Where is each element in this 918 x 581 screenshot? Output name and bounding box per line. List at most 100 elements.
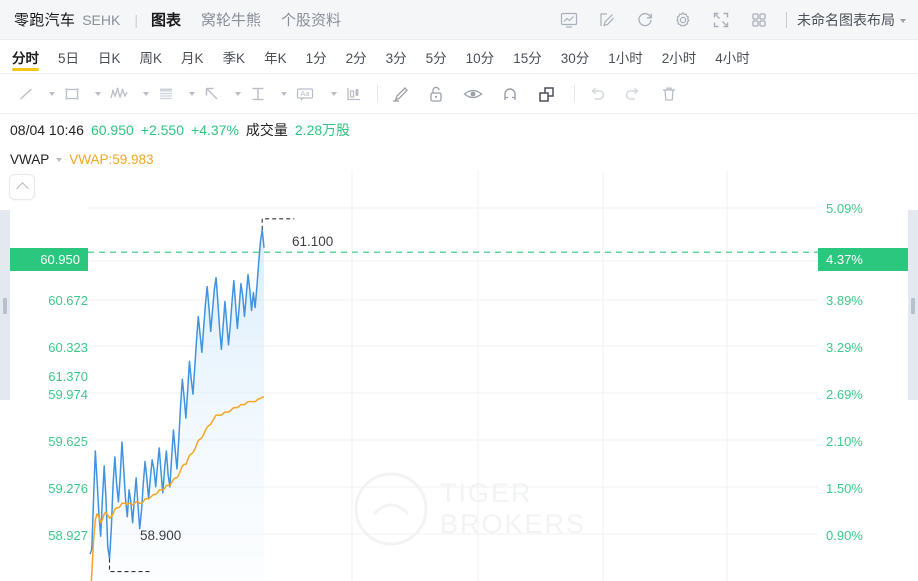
refresh-icon[interactable]	[630, 5, 660, 35]
period-tab-2hour[interactable]: 2小时	[661, 50, 697, 66]
header-tab-chart[interactable]: 图表	[150, 12, 181, 29]
period-tab-weekk[interactable]: 周K	[139, 50, 163, 66]
elliott-wave-tool[interactable]	[108, 84, 130, 104]
chevron-down-icon	[900, 18, 906, 23]
magnet-tool[interactable]	[500, 84, 520, 104]
chart-area: TIGER BROKERS	[0, 170, 918, 581]
period-tab-fenshi[interactable]: 分时	[12, 40, 39, 74]
trend-line-caret-icon[interactable]	[49, 91, 55, 96]
pct-tick-3: 3.29%	[826, 340, 863, 355]
toolbar-divider-2	[574, 85, 575, 102]
pct-tick-6: 1.50%	[826, 481, 863, 496]
price-tick-5: 59.625	[48, 434, 88, 449]
lock-tool[interactable]	[426, 84, 446, 104]
drawing-toolbar: Aa	[0, 74, 918, 114]
price-line	[89, 229, 265, 560]
measure-caret-icon[interactable]	[281, 91, 287, 96]
price-last-badge: 60.950	[4, 248, 88, 271]
grid-layout-icon[interactable]	[744, 5, 774, 35]
left-panel-resize-grip[interactable]	[0, 210, 10, 400]
plot-canvas[interactable]	[88, 170, 818, 581]
quote-last-price: 60.950	[90, 122, 134, 138]
toolbar-divider-1	[377, 85, 378, 102]
rectangle-caret-icon[interactable]	[95, 91, 101, 96]
price-tick-3: 60.323	[48, 340, 88, 355]
undo-tool[interactable]	[587, 84, 607, 104]
arrow-cursor-tool[interactable]	[202, 84, 222, 104]
pct-tick-5: 2.10%	[826, 434, 863, 449]
quote-volume: 2.28万股	[294, 122, 351, 138]
app-header: 零跑汽车 SEHK | 图表 窝轮牛熊 个股资料	[0, 0, 918, 40]
symbol-market: SEHK	[82, 11, 121, 28]
period-tab-1min[interactable]: 1分	[305, 50, 327, 66]
period-tabs: 分时 5日 日K 周K 月K 季K 年K 1分 2分 3分 5分 10分 15分…	[0, 40, 918, 74]
period-tab-5min[interactable]: 5分	[425, 50, 447, 66]
visibility-eye-tool[interactable]	[462, 84, 484, 104]
trend-line-tool[interactable]	[16, 84, 36, 104]
period-tab-4hour[interactable]: 4小时	[715, 50, 750, 66]
price-area-fill	[90, 229, 264, 581]
chart-monitor-icon[interactable]	[554, 5, 584, 35]
header-divider: |	[134, 11, 138, 28]
period-tab-dayk[interactable]: 日K	[98, 50, 121, 66]
indicator-value: VWAP:59.983	[69, 152, 154, 167]
left-grip-handle	[3, 298, 7, 314]
indicator-name[interactable]: VWAP	[10, 152, 50, 167]
quote-change: +2.550	[140, 122, 185, 138]
header-right: 未命名图表布局	[554, 5, 918, 35]
period-tab-monthk[interactable]: 月K	[181, 50, 204, 66]
high-leader-line	[261, 218, 295, 230]
gear-icon[interactable]	[668, 5, 698, 35]
scroll-up-button[interactable]	[9, 174, 35, 200]
quote-datetime: 08/04 10:46	[10, 122, 84, 138]
objects-layers-tool[interactable]	[536, 84, 558, 104]
vwap-line	[90, 395, 265, 581]
pct-tick-2: 3.89%	[826, 293, 863, 308]
edit-pencil-icon[interactable]	[592, 5, 622, 35]
low-marker-label: 58.900	[140, 528, 182, 543]
annotation-list-caret-icon[interactable]	[189, 91, 195, 96]
fullscreen-icon[interactable]	[706, 5, 736, 35]
layout-name-dropdown[interactable]: 未命名图表布局	[797, 10, 906, 30]
period-tab-5day[interactable]: 5日	[58, 50, 80, 66]
arrow-cursor-caret-icon[interactable]	[235, 91, 241, 96]
pct-tick-7: 0.90%	[826, 528, 863, 543]
period-tab-1hour[interactable]: 1小时	[608, 50, 643, 66]
candle-pattern-tool[interactable]	[344, 84, 364, 104]
price-tick-0: 61.370	[48, 369, 88, 384]
quote-bar: 08/04 10:46 60.950 +2.550 +4.37% 成交量 2.2…	[10, 120, 350, 140]
text-tool[interactable]: Aa	[294, 84, 318, 104]
right-grip-handle	[911, 298, 915, 314]
header-right-divider	[786, 11, 787, 28]
redo-tool[interactable]	[623, 84, 643, 104]
high-marker-label: 61.100	[292, 234, 334, 249]
period-tab-2min[interactable]: 2分	[345, 50, 367, 66]
quote-change-pct: +4.37%	[191, 122, 239, 138]
rectangle-tool[interactable]	[62, 84, 82, 104]
indicator-chevron-down-icon[interactable]	[56, 157, 63, 162]
header-tab-stock-info[interactable]: 个股资料	[281, 12, 342, 29]
period-tab-quarterk[interactable]: 季K	[222, 50, 246, 66]
period-tab-30min[interactable]: 30分	[560, 50, 590, 66]
annotation-list-tool[interactable]	[156, 84, 176, 104]
period-tab-15min[interactable]: 15分	[513, 50, 542, 66]
period-tab-3min[interactable]: 3分	[385, 50, 407, 66]
text-caret-icon[interactable]	[331, 91, 337, 96]
right-panel-resize-grip[interactable]	[908, 210, 918, 400]
indicator-bar: VWAP VWAP:59.983	[10, 152, 154, 167]
pct-last-badge: 4.37%	[818, 248, 914, 271]
price-tick-7: 58.927	[48, 528, 88, 543]
draw-pencil-tool[interactable]	[390, 84, 410, 104]
header-left: 零跑汽车 SEHK | 图表 窝轮牛熊 个股资料	[0, 9, 361, 30]
trash-tool[interactable]	[659, 84, 679, 104]
quote-volume-label: 成交量	[245, 122, 288, 138]
period-tab-10min[interactable]: 10分	[465, 50, 495, 66]
price-tick-4: 59.974	[48, 387, 88, 402]
price-tick-6: 59.276	[48, 481, 88, 496]
elliott-wave-caret-icon[interactable]	[143, 91, 149, 96]
header-tab-warrants[interactable]: 窝轮牛熊	[200, 12, 261, 29]
symbol-name: 零跑汽车	[14, 12, 76, 29]
period-tab-yeark[interactable]: 年K	[264, 50, 287, 66]
measure-tool[interactable]	[248, 84, 268, 104]
